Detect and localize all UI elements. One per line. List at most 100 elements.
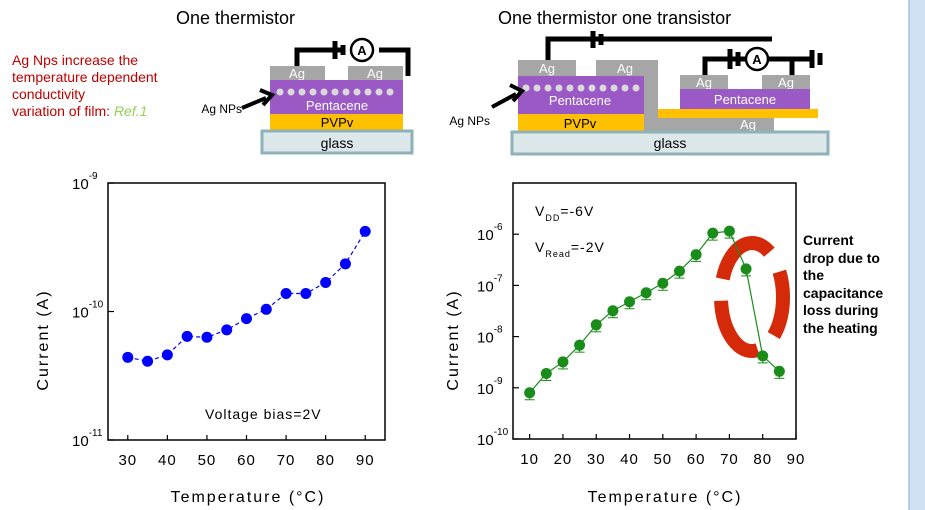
right-xlabel: Temperature (°C) [588,489,743,506]
left-nps-arrow [241,96,267,110]
right-point-8 [657,277,669,289]
right-series-line [529,230,780,394]
right-point-4 [590,319,602,331]
left-ytick-exp-1: -10 [89,300,104,311]
left-ag-nps-dots [276,88,394,96]
right-xtick-label-1: 20 [554,451,573,468]
right-ammeter-icon: A [744,46,770,72]
vread-sub: Read [545,249,571,259]
right-nps-arrow [491,92,517,109]
right-nps-arrowhead [509,83,526,103]
right-xtick-label-3: 40 [620,451,639,468]
left-ytick-label-0: 10-11 [72,428,103,450]
vdd-rest: =-6V [560,203,594,219]
right-meter-label: A [752,52,762,67]
left-bias-annotation: Voltage bias=2V [205,406,322,422]
left-xtick-label-2: 50 [198,452,217,469]
note-reference: Ref.1 [113,103,148,119]
right-title: One thermistor one transistor [498,8,732,28]
right-point-12 [723,225,735,237]
left-pentacene-layer [270,80,403,114]
left-point-9 [300,288,312,300]
left-plot-frame [107,182,386,441]
right-point-7 [640,287,652,299]
right-point-9 [673,265,685,277]
right-nps-label: Ag NPs [449,114,490,128]
note-line-4: variation of film: Ref.1 [12,103,232,120]
left-wire-2 [379,47,411,76]
left-xlabel: Temperature (°C) [171,489,326,506]
left-xtick-label-4: 70 [277,452,296,469]
right-pvpv-layer-1 [518,114,644,132]
left-xtick-label-6: 90 [356,452,375,469]
side-strip [908,0,925,510]
right-pentacene-label-1: Pentacene [549,93,611,108]
callout-line-1: Current [803,232,854,248]
ag-nps-note: Ag Nps increase the temperature dependen… [12,52,232,120]
left-ytick-label-2: 10-9 [72,171,98,193]
left-nps-arrowhead [259,88,276,107]
left-point-8 [280,288,292,300]
left-electrode-label-2: Ag [367,66,383,81]
right-point-11 [707,227,719,239]
right-ytick-label-4: 10-6 [477,222,503,244]
right-pvpv-label: PVPv [564,116,597,131]
capacitance-loss-ellipse [714,236,790,358]
left-electrode-ag-1 [270,66,325,80]
left-ytick-exp-2: -9 [89,171,98,182]
left-meter-label: A [357,43,367,58]
right-plot-frame [512,182,797,440]
left-point-0 [122,351,134,363]
left-point-6 [241,313,252,325]
right-point-3 [574,339,586,351]
left-series [122,225,371,367]
left-series-line [127,231,366,362]
left-ytick-base-1: 10 [72,305,89,322]
vdd-annotation: VDD=-6V [535,203,594,223]
left-xtick-label-5: 80 [316,452,335,469]
right-xtick-label-2: 30 [587,451,606,468]
left-glass-substrate [260,129,414,155]
right-gate-electrode [654,118,774,132]
right-pentacene-label-2: Pentacene [714,92,776,107]
vdd-main: V [535,203,545,219]
note-line-3: conductivity [12,86,86,102]
right-gate-label: Ag [740,117,756,132]
right-ytick-base-2: 10 [477,330,494,347]
right-wire-top [545,36,772,60]
left-point-5 [221,324,233,336]
left-point-7 [260,303,272,315]
left-glass-label: glass [321,135,354,151]
right-point-15 [773,365,785,377]
right-ytick-label-2: 10-8 [477,325,503,347]
right-electrode-label-1: Ag [539,61,555,76]
right-pvpv-layer-2 [658,109,818,118]
right-wire-3 [767,56,795,75]
right-electrode-label-3: Ag [696,75,712,90]
right-series [524,225,785,401]
left-electrode-ag-2 [348,66,403,80]
right-electrode-label-4: Ag [778,75,794,90]
left-nps-label: Ag NPs [201,102,242,116]
left-point-3 [181,330,193,342]
left-xtick-label-1: 40 [158,452,177,469]
left-pentacene-label: Pentacene [306,98,368,113]
right-ylabel: Current (A) [445,289,462,390]
right-ytick-label-1: 10-9 [477,376,503,398]
left-ytick-label-1: 10-10 [72,300,104,322]
right-pentacene-layer-2 [680,89,810,109]
right-point-13 [740,263,752,275]
left-device-diagram: A Ag Ag Pentacene PVPv glass Ag NPs [201,37,414,155]
callout-line-2: drop due to [803,249,880,266]
callout-line-6: the heating [803,319,878,336]
left-title: One thermistor [176,8,296,28]
right-xtick-label-0: 10 [520,451,539,468]
note-line-2: temperature dependent [12,69,158,85]
left-electrode-label-1: Ag [289,66,305,81]
callout-line-4: capacitance [803,284,884,301]
left-ytick-base-2: 10 [72,176,89,193]
svg-text:VDD=-6V: VDD=-6V [535,203,594,223]
right-ytick-exp-0: -10 [494,427,509,438]
right-xtick-label-8: 90 [787,451,806,468]
